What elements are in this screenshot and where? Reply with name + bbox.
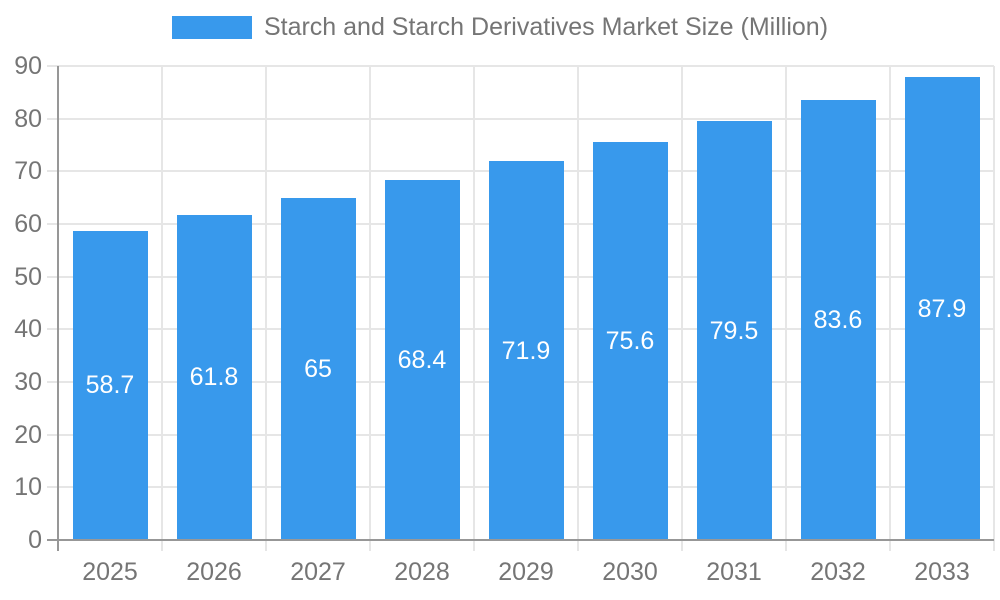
- chart-legend[interactable]: Starch and Starch Derivatives Market Siz…: [0, 13, 1000, 42]
- bar-value-label: 75.6: [605, 326, 655, 355]
- x-axis-tick-label: 2032: [810, 558, 866, 586]
- bar-value-label: 65: [304, 354, 332, 383]
- bar-value-label: 83.6: [813, 305, 863, 334]
- bar[interactable]: [488, 161, 564, 540]
- bar[interactable]: [592, 141, 668, 540]
- y-axis-tick-label: 30: [14, 368, 42, 396]
- bar-value-label: 58.7: [85, 371, 135, 400]
- x-axis-tick-label: 2026: [186, 558, 242, 586]
- x-axis-tick-label: 2031: [706, 558, 762, 586]
- y-gridline: [47, 117, 994, 120]
- x-axis-tick-label: 2029: [498, 558, 554, 586]
- x-axis-tick-label: 2025: [82, 558, 138, 586]
- y-axis-tick-label: 90: [14, 52, 42, 80]
- x-gridline: [785, 66, 787, 551]
- bar-value-label: 68.4: [397, 345, 447, 374]
- x-gridline: [161, 66, 163, 551]
- y-axis-tick-label: 40: [14, 315, 42, 344]
- bar[interactable]: [904, 77, 980, 540]
- bar-value-label: 61.8: [189, 363, 239, 392]
- x-axis-tick-label: 2028: [394, 558, 450, 586]
- y-axis-tick-label: 70: [14, 157, 42, 186]
- bar[interactable]: [696, 121, 772, 540]
- bar[interactable]: [176, 214, 252, 540]
- x-gridline: [265, 66, 267, 551]
- y-gridline: [47, 65, 994, 67]
- x-gridline: [369, 66, 371, 551]
- legend-swatch[interactable]: [171, 16, 252, 39]
- x-gridline: [577, 66, 579, 551]
- bar[interactable]: [800, 99, 876, 540]
- y-axis-tick-label: 0: [28, 526, 42, 554]
- x-axis-line: [47, 539, 994, 541]
- x-axis-tick-label: 2033: [914, 558, 970, 586]
- bar[interactable]: [72, 230, 148, 540]
- legend-label: Starch and Starch Derivatives Market Siz…: [263, 13, 829, 41]
- y-axis-line: [57, 66, 59, 551]
- y-axis-tick-label: 60: [14, 210, 42, 238]
- x-gridline: [681, 66, 683, 551]
- x-gridline: [473, 66, 475, 551]
- bar[interactable]: [280, 197, 356, 540]
- x-axis-tick-label: 2030: [602, 558, 658, 586]
- x-gridline: [993, 66, 995, 551]
- y-axis-tick-label: 80: [14, 104, 42, 133]
- x-gridline: [889, 66, 891, 551]
- bar-value-label: 71.9: [501, 336, 551, 365]
- bar-value-label: 79.5: [709, 316, 759, 345]
- bar[interactable]: [384, 179, 460, 540]
- y-axis-tick-label: 10: [14, 473, 42, 502]
- bar-value-label: 87.9: [917, 294, 967, 323]
- y-axis-tick-label: 50: [14, 262, 42, 291]
- y-axis-tick-label: 20: [14, 420, 42, 449]
- x-axis-tick-label: 2027: [290, 558, 346, 586]
